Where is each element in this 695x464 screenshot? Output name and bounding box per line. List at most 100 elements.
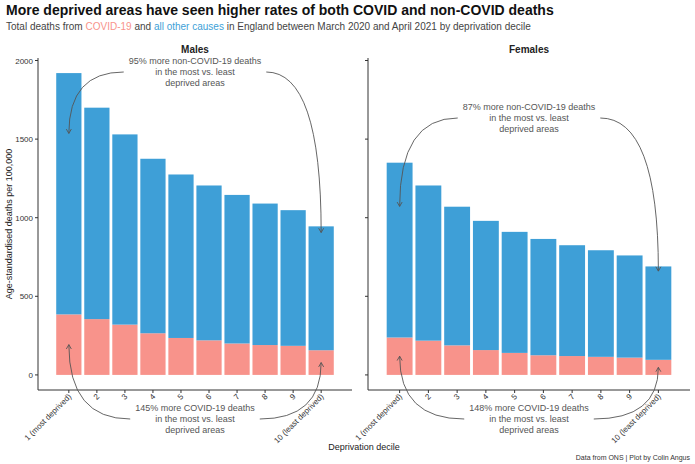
bar	[281, 210, 306, 346]
bar	[224, 343, 249, 374]
annotation-text: deprived areas	[165, 78, 225, 88]
y-tick	[35, 60, 38, 61]
subtitle-part: in England between March 2020 and April …	[227, 21, 531, 32]
x-tick-label: 10 (least deprived)	[272, 392, 325, 445]
y-tick-label: 1500	[15, 135, 33, 144]
annotation-text: deprived areas	[499, 124, 559, 134]
x-tick-label: 3	[452, 392, 462, 402]
x-tick	[600, 390, 601, 393]
legend-entry: all other causes	[154, 21, 224, 32]
bar	[530, 239, 556, 355]
x-tick-label: 4	[148, 392, 158, 402]
annotation-text: in the most vs. least	[155, 67, 235, 77]
bars-males	[56, 73, 334, 375]
annotation-arrow	[600, 118, 658, 271]
x-tick-label: 5	[510, 392, 520, 402]
y-tick	[365, 217, 368, 218]
annotation-arrowhead	[319, 228, 324, 232]
x-tick-label: 6	[204, 392, 214, 402]
x-tick	[152, 390, 153, 393]
bar	[309, 226, 334, 350]
annotation-arrowhead	[66, 345, 71, 349]
annotation-arrowhead	[656, 367, 661, 371]
subtitle: Total deaths from COVID-19 and all other…	[6, 21, 531, 32]
bar	[559, 245, 585, 356]
subtitle-part: Total deaths from	[6, 21, 83, 32]
x-tick	[265, 390, 266, 393]
annotation-text: in the most vs. least	[489, 113, 569, 123]
subtitle-part: and	[134, 21, 151, 32]
x-tick	[514, 390, 515, 393]
bar	[645, 266, 671, 359]
facet-title: Males	[181, 44, 209, 55]
y-tick	[35, 374, 38, 375]
source: Data from ONS | Plot by Colin Angus	[576, 454, 691, 462]
x-axis-line	[38, 390, 352, 391]
y-tick	[365, 296, 368, 297]
x-tick	[180, 390, 181, 393]
bar	[617, 255, 643, 357]
bar	[112, 134, 137, 324]
annotation-text: deprived areas	[165, 425, 225, 435]
x-tick	[543, 390, 544, 393]
x-tick-label: 2	[92, 392, 102, 402]
annotation-text: 87% more non-COVID-19 deaths	[463, 102, 596, 112]
bar	[473, 221, 499, 350]
annotation-arrow	[69, 345, 130, 419]
annotation-arrow	[266, 72, 321, 233]
bar	[56, 314, 81, 375]
x-tick	[457, 390, 458, 393]
x-tick-label: 8	[260, 392, 270, 402]
y-tick-label: 1000	[15, 214, 33, 223]
annotation-arrowhead	[397, 202, 402, 206]
x-tick	[68, 390, 69, 393]
x-tick-label: 9	[288, 392, 298, 402]
bar	[415, 341, 441, 375]
y-tick	[35, 296, 38, 297]
x-tick-label: 6	[538, 392, 548, 402]
x-tick	[485, 390, 486, 393]
bar	[168, 174, 193, 337]
annotation-text: 148% more COVID-19 deaths	[469, 403, 589, 413]
annotation: 148% more COVID-19 deathsin the most vs.…	[397, 356, 661, 435]
title: More deprived areas have seen higher rat…	[6, 2, 554, 18]
bar	[140, 159, 165, 333]
bar	[252, 204, 277, 345]
legend-entry: COVID-19	[86, 21, 132, 32]
bar	[196, 340, 221, 375]
bar	[112, 325, 137, 375]
x-tick-label: 3	[120, 392, 130, 402]
y-tick-label: 500	[20, 292, 34, 301]
annotation-arrowhead	[656, 267, 661, 271]
facet-title: Females	[509, 44, 549, 55]
y-tick	[365, 374, 368, 375]
bar	[559, 356, 585, 375]
annotation-text: in the most vs. least	[155, 414, 235, 424]
bar	[502, 232, 528, 353]
y-axis-line	[368, 58, 369, 390]
x-tick	[658, 390, 659, 393]
annotation-arrow	[400, 356, 465, 419]
annotation-text: deprived areas	[499, 425, 559, 435]
y-tick-label: 0	[29, 371, 34, 380]
bar	[530, 355, 556, 375]
bar	[387, 337, 413, 374]
y-tick	[365, 139, 368, 140]
x-tick	[237, 390, 238, 393]
annotation: 87% more non-COVID-19 deathsin the most …	[397, 102, 661, 271]
y-tick	[365, 60, 368, 61]
plot-svg: Males 0 500 1000 1500 2000 1 (most deprived) 2 3…	[0, 0, 695, 464]
x-tick	[209, 390, 210, 393]
annotation-arrow	[260, 363, 321, 419]
bar	[588, 357, 614, 375]
bar	[387, 163, 413, 338]
x-tick-label: 1 (most deprived)	[354, 392, 405, 443]
x-tick-label: 4	[481, 392, 491, 402]
x-tick	[572, 390, 573, 393]
x-tick	[399, 390, 400, 393]
x-tick	[428, 390, 429, 393]
bar	[617, 358, 643, 375]
y-tick-label: 2000	[15, 57, 33, 66]
x-tick-label: 9	[625, 392, 635, 402]
bar	[588, 250, 614, 357]
